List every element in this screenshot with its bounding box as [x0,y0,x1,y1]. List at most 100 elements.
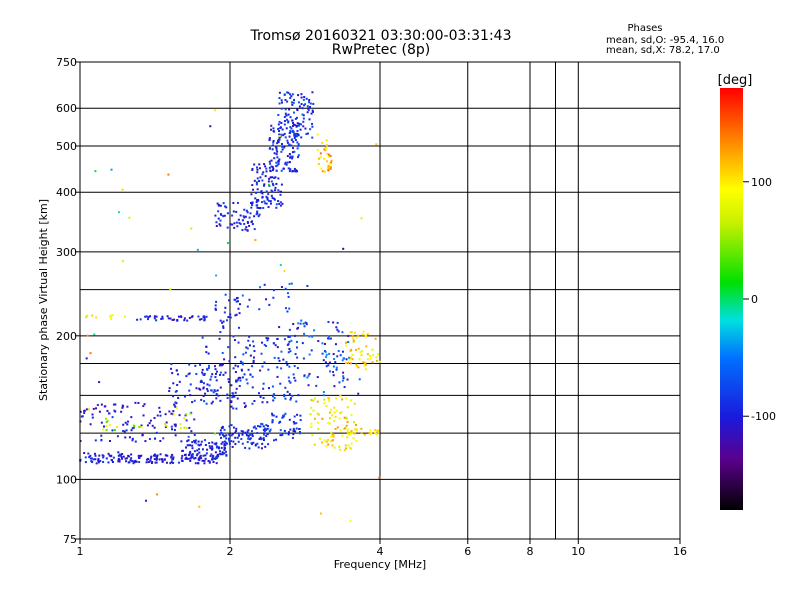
data-point [263,433,266,436]
data-point [377,353,380,356]
data-point [134,459,137,462]
data-point [316,376,319,379]
data-point [146,318,149,321]
data-point [271,414,274,417]
data-point [236,296,239,299]
data-point [221,426,224,429]
data-point [235,407,238,410]
data-point [355,364,358,367]
data-point [267,443,270,446]
data-point [230,434,233,437]
data-point [215,442,218,445]
data-point [257,199,260,202]
data-point [119,454,122,457]
data-point [191,441,194,444]
data-point [223,448,226,451]
data-point [251,220,254,223]
data-point [271,169,274,172]
data-point [241,363,244,366]
data-point [365,345,368,348]
data-point [251,365,254,368]
data-point [199,388,202,391]
data-point [329,337,332,340]
data-point [272,342,275,345]
data-point [219,386,222,389]
data-point [110,168,113,171]
data-point [290,95,293,98]
data-point [360,427,363,430]
data-point [311,125,314,128]
data-point [232,426,235,429]
data-point [185,419,188,422]
data-point [328,335,331,338]
data-point [252,345,255,348]
info-line-x: mean, sd,X: 78.2, 17.0 [606,45,720,56]
data-point [319,512,322,515]
data-point [127,455,130,458]
data-point [193,418,196,421]
data-point [237,365,240,368]
data-point [111,314,114,317]
data-point [347,334,350,337]
data-point [220,364,223,367]
data-point [327,169,330,172]
data-point [334,343,337,346]
data-point [267,206,270,209]
data-point [232,407,235,410]
data-point [205,351,208,354]
y-tick-label: 600 [56,102,77,115]
data-point [302,125,305,128]
data-point [241,376,244,379]
data-point [159,439,162,442]
data-point [262,206,265,209]
data-point [326,153,329,156]
data-point [211,456,214,459]
data-point [303,325,306,328]
data-point [321,170,324,173]
data-point [236,201,239,204]
data-point [245,378,248,381]
data-point [81,415,84,418]
data-point [307,109,310,112]
data-point [280,99,283,102]
data-point [280,101,283,104]
data-point [251,201,254,204]
data-point [93,333,96,336]
data-point [242,430,245,433]
data-point [328,163,331,166]
data-point [151,461,154,464]
data-point [277,200,280,203]
data-point [294,430,297,433]
data-point [279,201,282,204]
data-point [286,139,289,142]
data-point [245,226,248,229]
data-point [169,287,172,290]
data-point [206,383,209,386]
data-point [258,213,261,216]
data-point [208,364,211,367]
data-point [197,443,200,446]
data-point [255,181,258,184]
data-point [271,385,274,388]
data-point [105,457,108,460]
data-point [362,361,365,364]
data-point [215,379,218,382]
data-point [283,395,286,398]
data-point [278,326,281,329]
data-point [241,361,244,364]
data-point [174,434,177,437]
data-point [161,460,164,463]
data-point [246,441,249,444]
data-point [221,453,224,456]
data-point [125,460,128,463]
data-point [98,454,101,457]
data-point [295,427,298,430]
data-point [94,454,97,457]
data-point [222,326,225,329]
data-point [121,453,124,456]
data-point [282,415,285,418]
data-point [203,315,206,318]
data-point [284,412,287,415]
data-point [170,461,173,464]
data-point [252,360,255,363]
